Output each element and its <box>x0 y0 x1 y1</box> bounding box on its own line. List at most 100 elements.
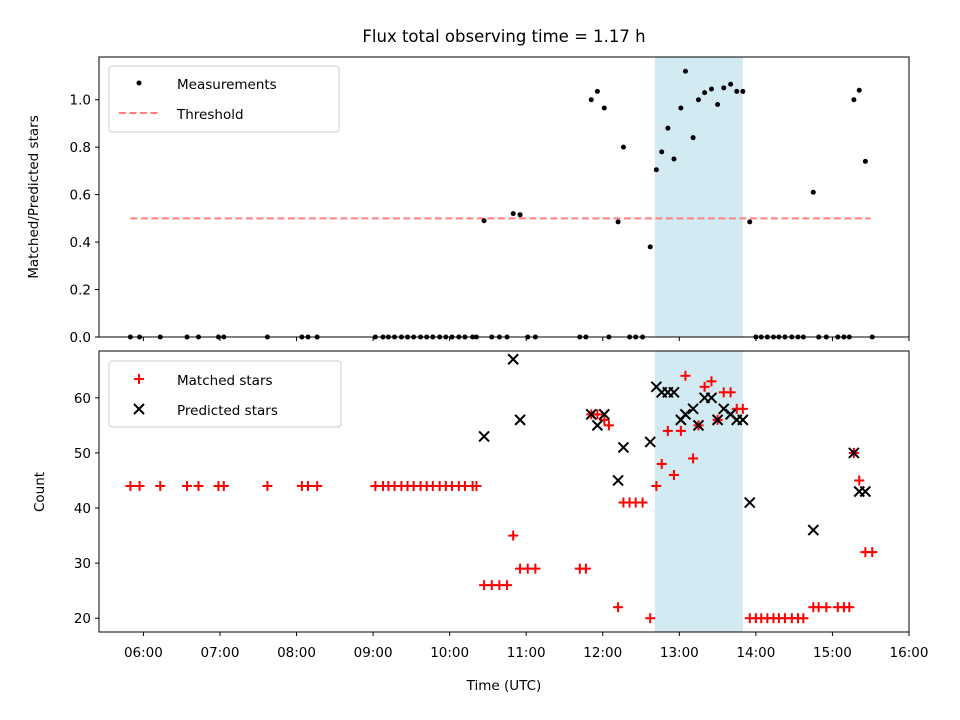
legend-threshold-label: Threshold <box>176 107 244 123</box>
legend-measurements-marker <box>136 80 142 86</box>
x-tick-label: 12:00 <box>583 645 622 661</box>
predicted-star-point <box>848 447 860 459</box>
bottom-y-axis-label: Count <box>32 472 48 512</box>
predicted-star-point <box>859 485 872 498</box>
x-tick-label: 09:00 <box>354 645 393 661</box>
top-legend: Measurements Threshold <box>108 65 340 133</box>
measurement-point <box>517 212 523 218</box>
top-axes-frame <box>98 56 910 338</box>
chart-title: Flux total observing time = 1.17 h <box>362 27 645 46</box>
predicted-star-point <box>585 408 597 421</box>
bottom-y-tick-label: 20 <box>74 611 91 627</box>
bottom-x-axis-ticks: 06:00 07:00 08:00 09:00 10:00 11:00 12:00 13:00… <box>124 632 929 661</box>
measurement-point <box>678 105 684 111</box>
x-tick-label: 10:00 <box>430 645 469 661</box>
x-tick-label: 14:00 <box>736 645 775 661</box>
bottom-panel: 20 30 40 50 60 06:00 07:00 08:00 09:00 10:00 11:0… <box>32 350 929 694</box>
predicted-star-point <box>679 408 692 421</box>
measurement-point <box>615 219 621 225</box>
matched-star-point <box>603 420 614 431</box>
measurement-point <box>671 156 677 162</box>
top-y-tick-label: 0.4 <box>70 235 91 251</box>
top-x-axis-ticks <box>142 337 910 341</box>
matched-star-point <box>580 563 591 574</box>
predicted-star-point <box>737 414 749 426</box>
top-panel: 0.0 0.2 0.4 0.6 0.8 1.0 Matched/Predicted sta… <box>26 56 910 346</box>
bottom-axes-frame <box>98 350 910 633</box>
measurement-point <box>481 218 487 224</box>
measurement-point <box>594 88 600 94</box>
measurement-point <box>620 144 626 150</box>
matched-star-point <box>471 480 482 491</box>
matched-star-point <box>125 480 136 491</box>
measurement-point <box>510 211 516 217</box>
x-tick-label: 15:00 <box>813 645 852 661</box>
x-tick-label: 16:00 <box>890 645 929 661</box>
matched-star-point <box>508 530 519 541</box>
predicted-star-point <box>591 419 604 432</box>
matched-star-point <box>688 453 699 464</box>
bottom-y-tick-label: 40 <box>74 501 91 517</box>
matched-star-point <box>193 480 204 491</box>
matched-star-point <box>725 387 736 398</box>
predicted-star-point <box>668 386 680 399</box>
measurement-point <box>856 87 862 93</box>
measurement-point <box>747 219 753 225</box>
measurement-point <box>810 189 816 195</box>
measurement-point <box>721 85 727 91</box>
measurement-point <box>740 88 746 94</box>
matched-star-point <box>530 563 541 574</box>
measurement-point <box>659 149 665 155</box>
legend-predicted-marker <box>133 403 145 415</box>
measurement-point <box>708 86 714 92</box>
matched-star-point <box>662 425 673 436</box>
predicted-star-point <box>612 474 624 487</box>
predicted-star-point <box>478 430 490 443</box>
predicted-star-point <box>692 419 705 432</box>
measurement-point <box>695 97 701 103</box>
matched-star-point <box>656 458 667 469</box>
top-y-tick-label: 0.6 <box>70 188 91 204</box>
predicted-star-point <box>514 414 526 426</box>
matched-star-point <box>502 580 513 591</box>
matched-star-point <box>651 480 662 491</box>
measurement-point <box>862 158 868 164</box>
measurement-point <box>715 101 721 107</box>
predicted-star-point <box>744 496 756 509</box>
predicted-star-point <box>807 524 820 536</box>
matched-star-point <box>592 409 603 420</box>
bottom-y-tick-label: 50 <box>74 446 91 462</box>
matched-star-point <box>599 414 610 425</box>
matched-stars-points <box>125 370 878 624</box>
x-tick-label: 11:00 <box>507 645 546 661</box>
bottom-y-tick-label: 30 <box>74 556 91 572</box>
predicted-star-point <box>644 436 656 448</box>
x-tick-label: 07:00 <box>201 645 240 661</box>
matched-star-point <box>821 602 832 613</box>
predicted-star-point <box>598 408 611 421</box>
top-y-tick-label: 1.0 <box>70 93 91 109</box>
matched-star-point <box>637 497 648 508</box>
predicted-star-point <box>705 392 718 404</box>
matched-star-point <box>182 480 193 491</box>
x-tick-label: 06:00 <box>124 645 163 661</box>
legend-predicted-label: Predicted stars <box>177 403 278 419</box>
x-tick-label: 08:00 <box>277 645 316 661</box>
matched-star-point <box>645 613 656 624</box>
legend-measurements-label: Measurements <box>177 77 277 93</box>
matched-star-point <box>867 547 878 558</box>
top-y-axis-ticks: 0.0 0.2 0.4 0.6 0.8 1.0 <box>70 93 99 346</box>
top-y-axis-label: Matched/Predicted stars <box>26 115 42 278</box>
legend-matched-marker <box>134 374 144 384</box>
matched-star-point <box>737 403 748 414</box>
measurement-point <box>851 97 857 103</box>
measurement-point <box>665 125 671 131</box>
top-y-tick-label: 0.2 <box>70 283 91 299</box>
matched-star-point <box>155 480 166 491</box>
matched-star-point <box>680 370 691 381</box>
x-tick-label: 13:00 <box>660 645 699 661</box>
measurement-point <box>653 167 659 173</box>
bottom-y-tick-label: 60 <box>74 391 91 407</box>
matched-star-point <box>262 480 273 491</box>
bottom-legend: Matched stars Predicted stars <box>108 360 342 428</box>
